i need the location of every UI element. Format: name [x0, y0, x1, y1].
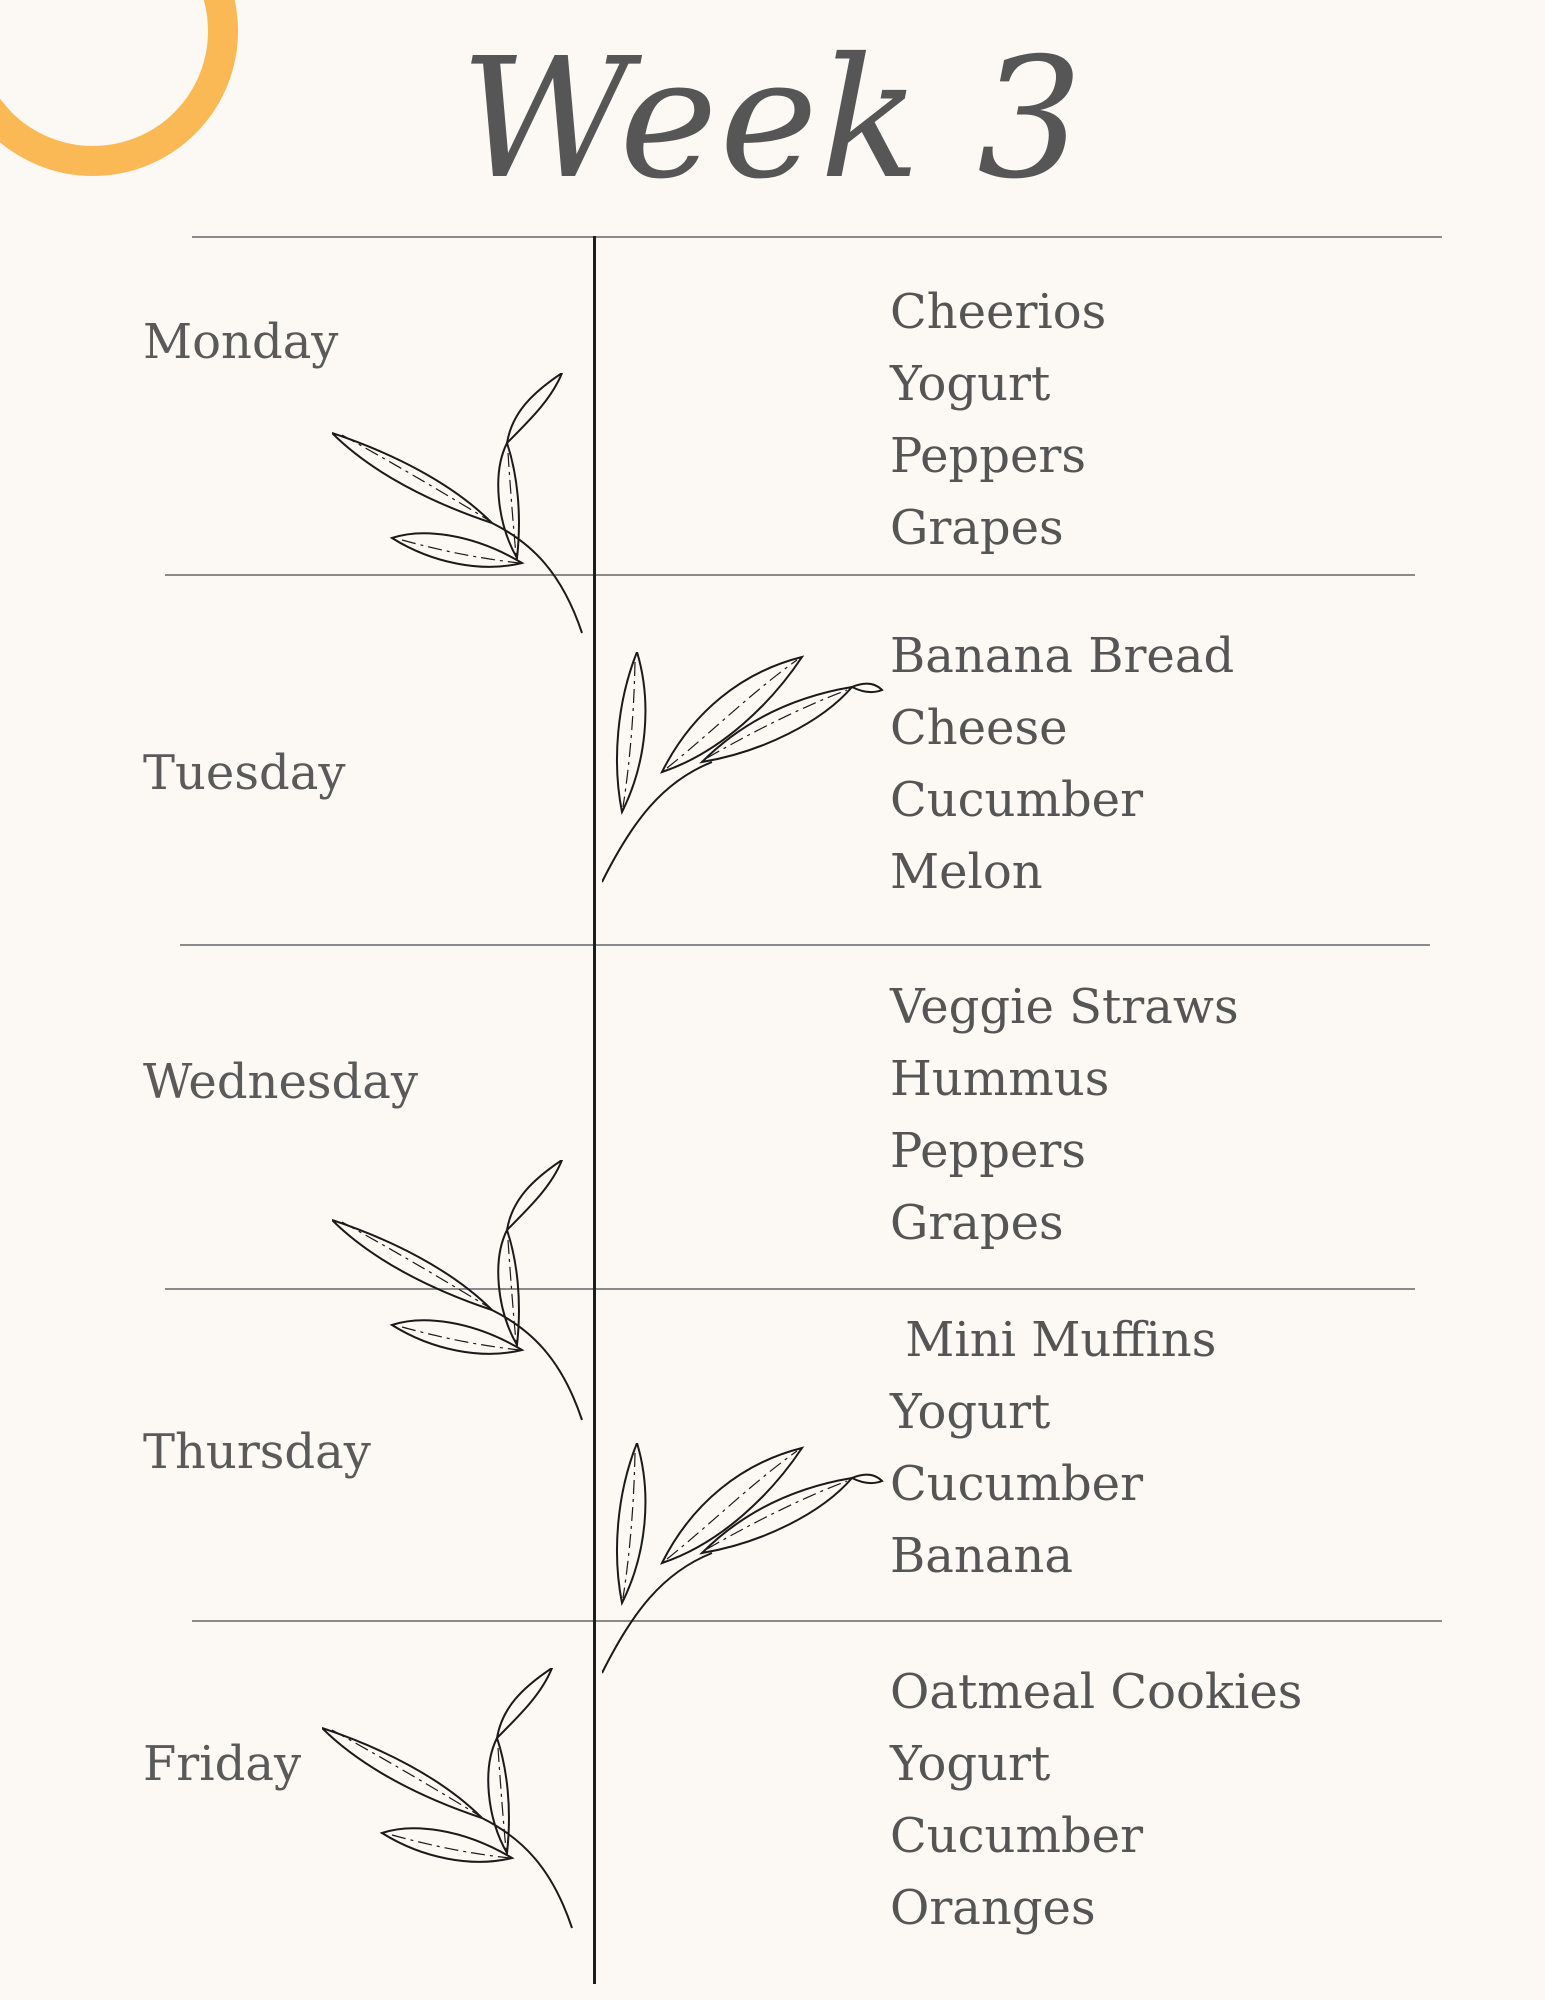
list-item: Cucumber: [890, 1456, 1144, 1512]
list-item: Grapes: [890, 500, 1064, 556]
day-label-wednesday: Wednesday: [143, 1054, 418, 1110]
divider-line-1: [165, 574, 1415, 576]
day-label-monday: Monday: [143, 314, 339, 370]
leaf-sprig-icon: [602, 652, 883, 883]
list-item: Peppers: [890, 1123, 1086, 1179]
item-list-tuesday: Banana Bread Cheese Cucumber Melon: [890, 620, 1234, 908]
list-item: Cucumber: [890, 1808, 1144, 1864]
day-label-tuesday: Tuesday: [143, 745, 346, 801]
item-list-thursday: Mini Muffins Yogurt Cucumber Banana: [890, 1304, 1216, 1592]
item-list-wednesday: Veggie Straws Hummus Peppers Grapes: [890, 971, 1239, 1259]
day-label-thursday: Thursday: [143, 1424, 371, 1480]
list-item: Hummus: [890, 1051, 1110, 1107]
list-item: Yogurt: [890, 1384, 1051, 1440]
list-item: Veggie Straws: [890, 979, 1239, 1035]
page-title: Week 3: [460, 23, 1085, 216]
divider-line-4: [192, 1620, 1442, 1622]
leaf-sprig-icon: [322, 1668, 573, 1929]
list-item: Yogurt: [890, 1736, 1051, 1792]
item-list-friday: Oatmeal Cookies Yogurt Cucumber Oranges: [890, 1656, 1302, 1944]
list-item: Cheerios: [890, 284, 1107, 340]
divider-line-2: [180, 944, 1430, 946]
list-item: Banana Bread: [890, 628, 1235, 684]
leaf-sprig-icon: [332, 373, 583, 634]
center-vertical-line: [593, 236, 596, 1984]
list-item: Grapes: [890, 1195, 1064, 1251]
list-item: Melon: [890, 844, 1043, 900]
list-item: Yogurt: [890, 356, 1051, 412]
list-item: Cucumber: [890, 772, 1144, 828]
list-item: Oatmeal Cookies: [890, 1664, 1303, 1720]
divider-line-3: [165, 1288, 1415, 1290]
leaf-sprig-icon: [332, 1160, 583, 1421]
list-item: Oranges: [890, 1880, 1096, 1936]
item-list-monday: Cheerios Yogurt Peppers Grapes: [890, 276, 1106, 564]
divider-line-top: [192, 236, 1442, 238]
list-item: Banana: [890, 1528, 1073, 1584]
list-item: Cheese: [890, 700, 1068, 756]
leaf-sprig-icon: [602, 1443, 883, 1674]
list-item: Peppers: [890, 428, 1086, 484]
day-label-friday: Friday: [143, 1736, 302, 1792]
list-item: Mini Muffins: [890, 1312, 1217, 1368]
